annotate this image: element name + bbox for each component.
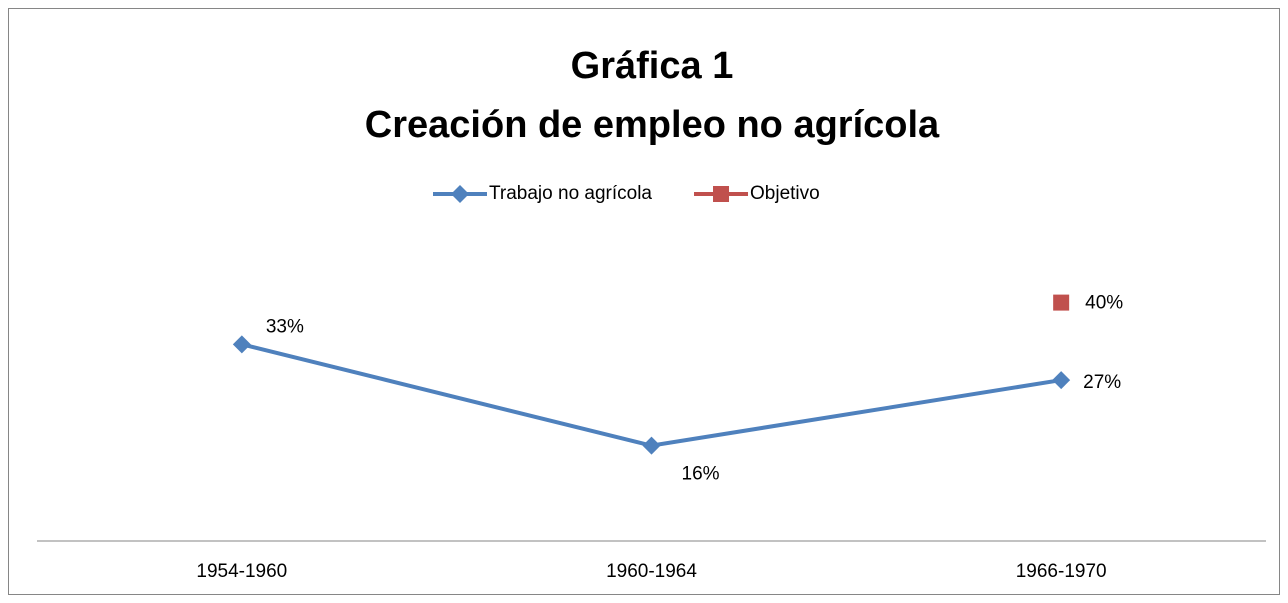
chart-title: Gráfica 1 bbox=[571, 45, 734, 87]
marker bbox=[1052, 371, 1071, 390]
legend-label: Objetivo bbox=[750, 183, 820, 204]
marker bbox=[642, 436, 661, 455]
x-tick-label: 1954-1960 bbox=[196, 561, 287, 582]
marker bbox=[1053, 294, 1070, 311]
data-label: 27% bbox=[1083, 372, 1121, 393]
chart-subtitle: Creación de empleo no agrícola bbox=[365, 104, 940, 146]
data-label: 16% bbox=[682, 464, 720, 485]
marker bbox=[713, 186, 730, 202]
data-label: 33% bbox=[266, 316, 304, 337]
data-label: 40% bbox=[1085, 293, 1123, 314]
x-tick-label: 1960-1964 bbox=[606, 561, 697, 582]
marker bbox=[451, 185, 469, 203]
x-tick-label: 1966-1970 bbox=[1016, 561, 1107, 582]
legend-label: Trabajo no agrícola bbox=[489, 183, 652, 204]
marker bbox=[232, 335, 251, 354]
